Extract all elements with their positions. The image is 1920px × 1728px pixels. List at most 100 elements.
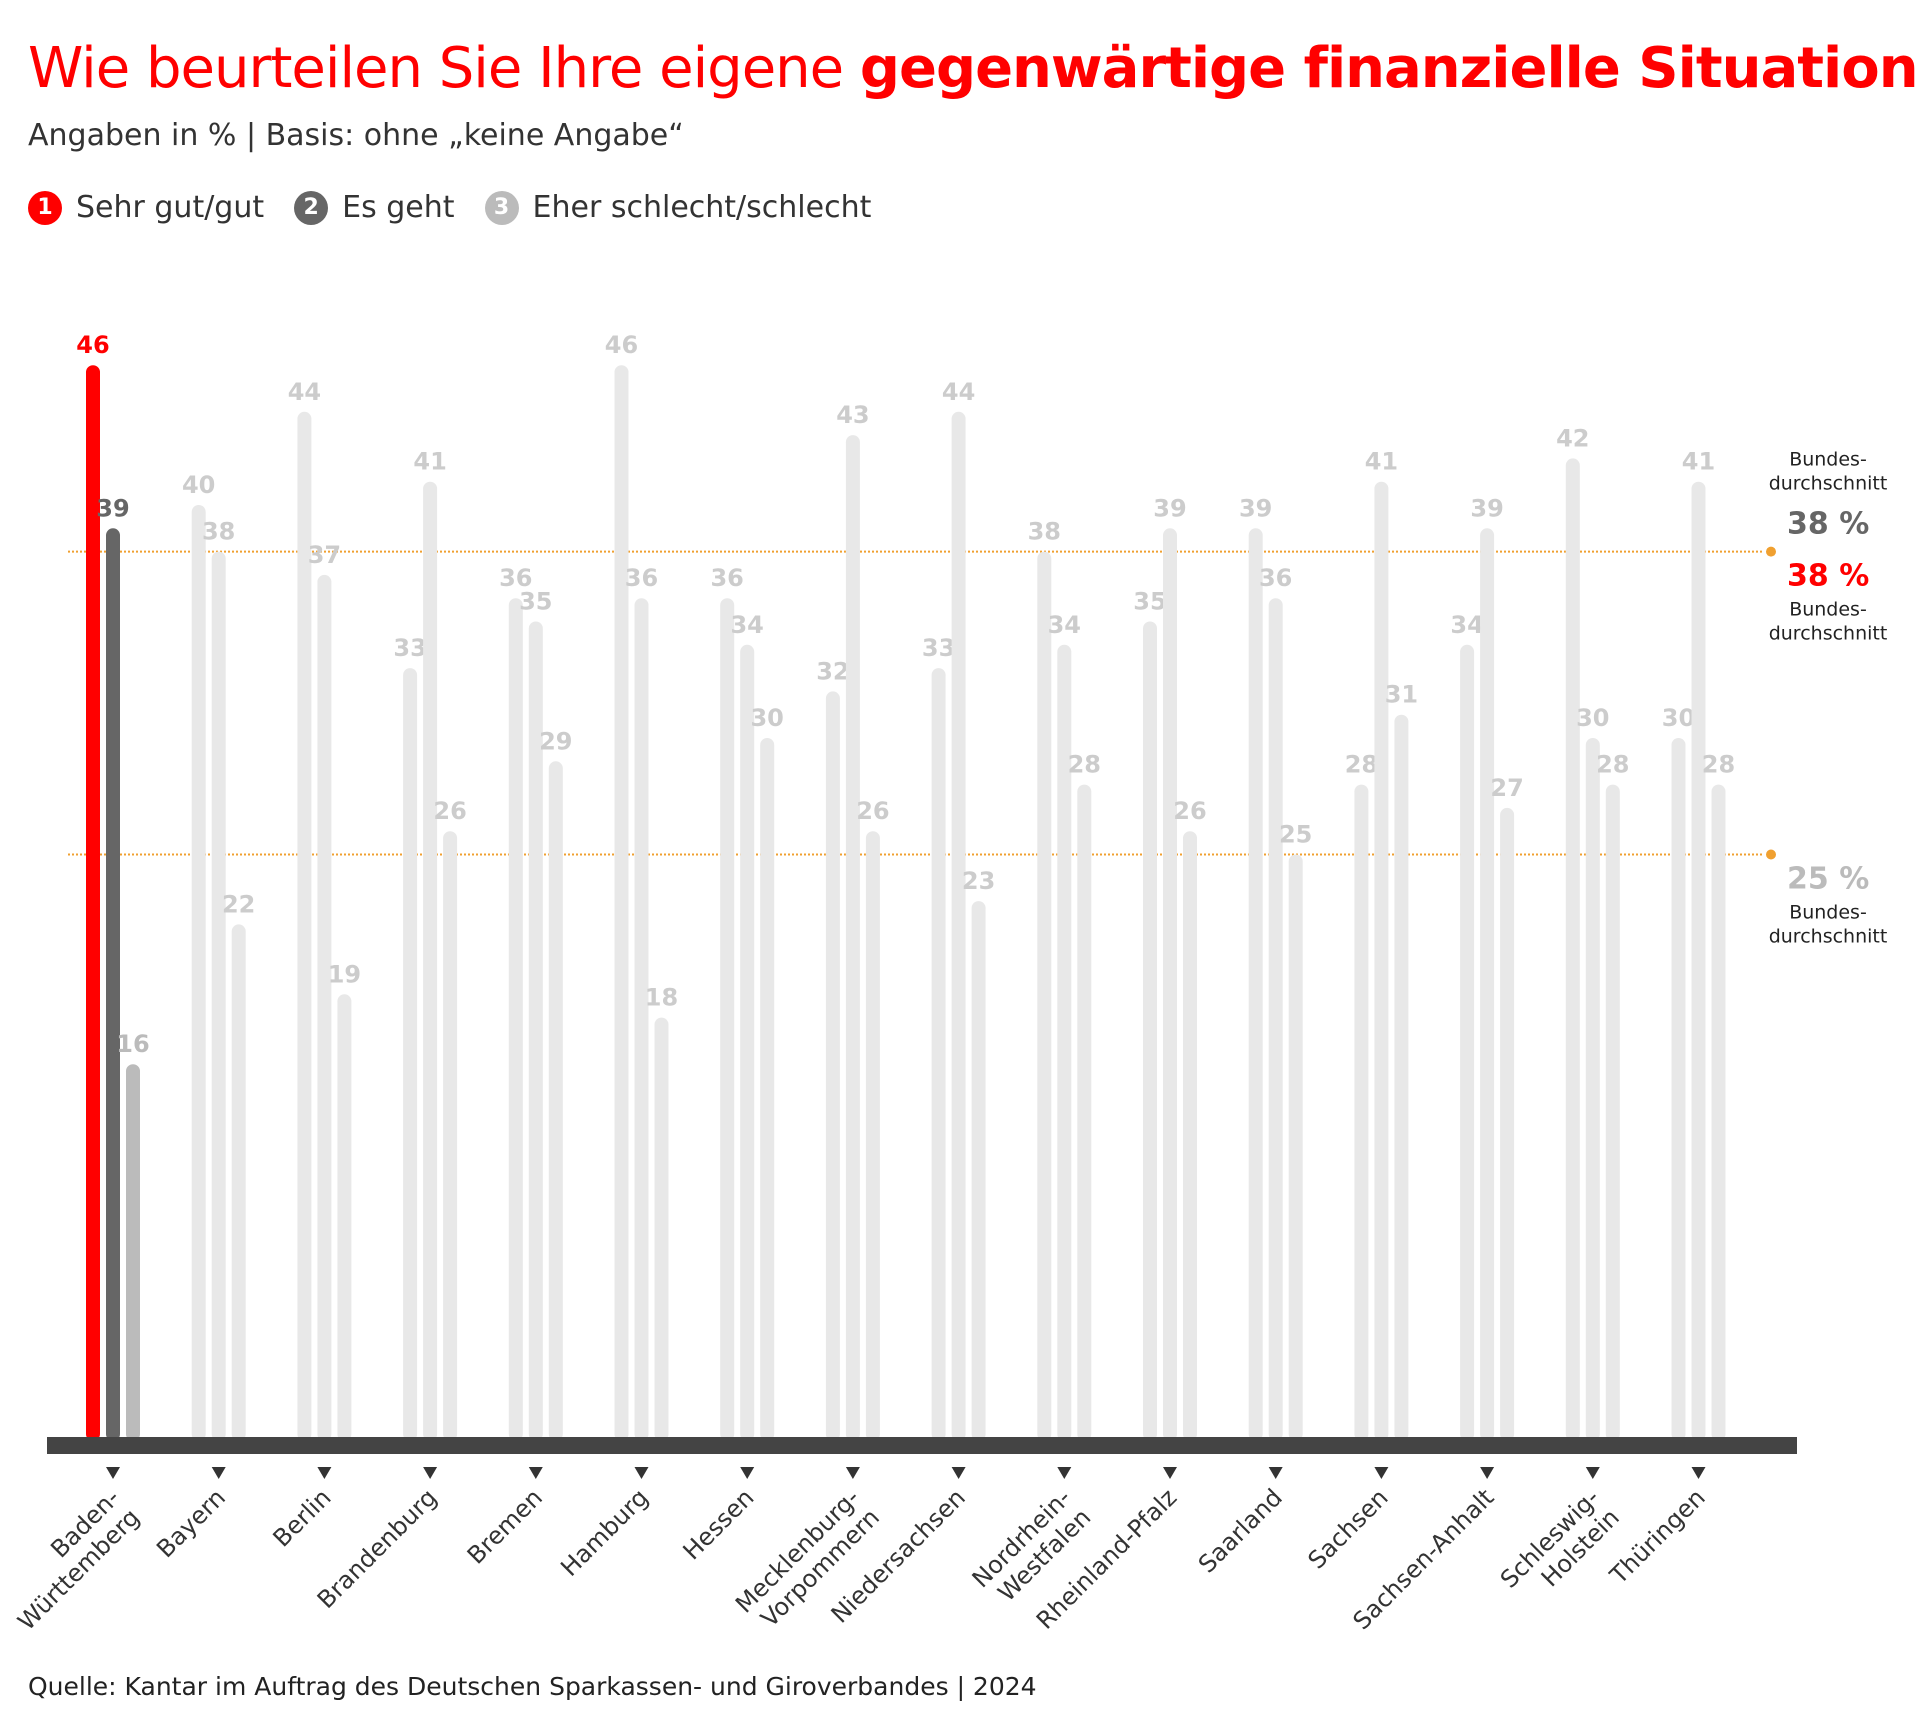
category-label-line: Bremen — [462, 1483, 548, 1569]
reference-value-label: 38 % — [1787, 507, 1869, 542]
reference-value-label: 38 % — [1787, 559, 1869, 594]
reference-dot — [1766, 849, 1776, 860]
bar-3 — [654, 1017, 669, 1441]
bar-value-label: 34 — [1450, 611, 1483, 639]
bar-value-label: 37 — [308, 541, 341, 569]
bar-value-label: 41 — [413, 448, 446, 476]
bar-3 — [231, 924, 246, 1441]
legend-label: Eher schlecht/schlecht — [532, 190, 872, 225]
bar-1 — [297, 411, 312, 1441]
category-tick-marker — [423, 1467, 438, 1479]
title-regular: Wie beurteilen Sie Ihre eigene — [28, 36, 860, 101]
bar-2 — [845, 435, 860, 1442]
legend-number-badge: 3 — [484, 190, 519, 225]
category-label: Thüringen — [1604, 1483, 1711, 1590]
bar-1 — [1354, 784, 1369, 1441]
bar-value-label: 30 — [1576, 704, 1609, 732]
bar-value-label: 43 — [836, 401, 869, 429]
legend-number-badge: 2 — [294, 190, 329, 225]
category-label: Berlin — [268, 1483, 337, 1552]
bar-2 — [1057, 644, 1072, 1441]
legend-label: Sehr gut/gut — [76, 190, 265, 225]
bar-value-label: 35 — [519, 588, 552, 616]
bar-value-label: 44 — [288, 378, 321, 406]
bar-value-label: 39 — [96, 494, 129, 522]
bar-value-label: 19 — [328, 960, 361, 988]
bar-value-label: 30 — [750, 704, 783, 732]
bar-2 — [1691, 481, 1706, 1441]
bar-value-label: 36 — [499, 564, 532, 592]
category-tick-marker — [317, 1467, 332, 1479]
category-label: Bremen — [462, 1483, 548, 1569]
bar-value-label: 44 — [942, 378, 975, 406]
legend-item-es-geht: 2 Es geht — [294, 190, 455, 225]
bar-1 — [614, 365, 629, 1442]
bar-value-label: 36 — [1259, 564, 1292, 592]
bar-1 — [86, 365, 100, 1442]
source-note: Quelle: Kantar im Auftrag des Deutschen … — [28, 1672, 1037, 1701]
bar-value-label: 42 — [1556, 424, 1589, 452]
category-tick-marker — [1057, 1467, 1072, 1479]
category-label: Hamburg — [555, 1483, 653, 1581]
bar-1 — [403, 668, 418, 1441]
category-tick-marker — [1691, 1467, 1706, 1479]
bar-1 — [191, 505, 206, 1441]
bar-value-label: 33 — [393, 634, 426, 662]
bar-value-label: 23 — [962, 867, 995, 895]
bar-2 — [1480, 528, 1495, 1441]
bar-3 — [971, 901, 986, 1441]
category-label-line: Hamburg — [555, 1483, 653, 1581]
bar-3 — [1500, 807, 1515, 1441]
bar-1 — [1143, 621, 1157, 1441]
category-tick-marker — [1374, 1467, 1389, 1479]
bar-value-label: 39 — [1470, 494, 1503, 522]
category-tick-marker — [951, 1467, 966, 1479]
bar-value-label: 26 — [433, 797, 466, 825]
category-tick-marker — [528, 1467, 543, 1479]
bar-value-label: 33 — [922, 634, 955, 662]
reference-caption: durchschnitt — [1769, 473, 1888, 495]
bar-value-label: 18 — [645, 984, 678, 1012]
bar-1 — [1037, 551, 1052, 1441]
legend-item-eher-schlecht: 3 Eher schlecht/schlecht — [484, 190, 872, 225]
bar-value-label: 38 — [1028, 518, 1061, 546]
bar-1 — [720, 598, 735, 1441]
category-tick-marker — [106, 1467, 120, 1479]
bar-value-label: 39 — [1239, 494, 1272, 522]
bar-1 — [1565, 458, 1580, 1441]
bar-value-label: 28 — [1345, 751, 1378, 779]
bar-2 — [211, 551, 226, 1441]
category-label: Saarland — [1193, 1483, 1288, 1578]
bar-2 — [1374, 481, 1389, 1441]
title-bold: gegenwärtige finanzielle Situation? — [859, 36, 1920, 101]
reference-caption: durchschnitt — [1769, 623, 1888, 645]
bar-value-label: 28 — [1596, 751, 1629, 779]
category-tick-marker — [1163, 1467, 1177, 1479]
bar-1 — [1248, 528, 1263, 1441]
bar-value-label: 28 — [1068, 751, 1101, 779]
bar-3 — [548, 761, 563, 1441]
bar-2 — [951, 411, 966, 1441]
bar-value-label: 28 — [1702, 751, 1735, 779]
bar-value-label: 22 — [222, 890, 255, 918]
reference-caption: Bundes- — [1789, 599, 1867, 621]
bar-1 — [1671, 738, 1686, 1441]
legend: 1 Sehr gut/gut 2 Es geht 3 Eher schlecht… — [28, 190, 871, 225]
bar-3 — [760, 738, 775, 1441]
bar-3 — [1183, 831, 1197, 1441]
category-label: Schleswig-Holstein — [1495, 1483, 1625, 1613]
category-tick-marker — [1268, 1467, 1283, 1479]
bar-1 — [931, 668, 946, 1441]
chart-subtitle: Angaben in % | Basis: ohne „keine Angabe… — [28, 118, 684, 153]
bar-value-label: 34 — [730, 611, 763, 639]
category-label-line: Hessen — [678, 1483, 760, 1565]
bar-3 — [865, 831, 880, 1441]
bar-2 — [423, 481, 438, 1441]
category-label-line: Sachsen — [1303, 1483, 1394, 1574]
x-axis — [47, 1437, 1797, 1454]
bar-3 — [1288, 854, 1303, 1441]
bar-2 — [1163, 528, 1177, 1441]
category-tick-marker — [1585, 1467, 1600, 1479]
bar-1 — [1460, 644, 1475, 1441]
reference-value-label: 25 % — [1787, 862, 1869, 897]
